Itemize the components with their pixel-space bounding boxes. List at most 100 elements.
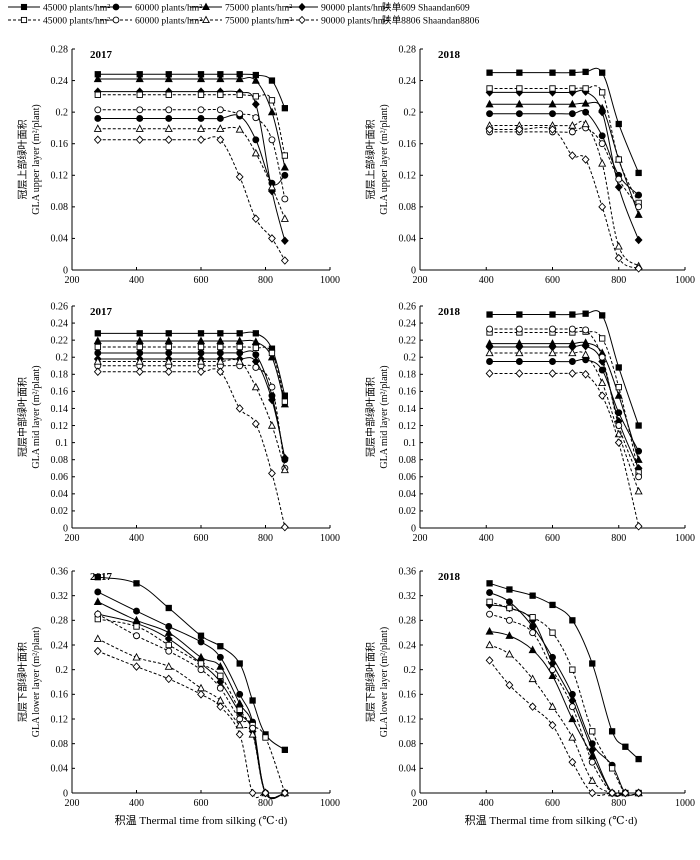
data-point	[281, 392, 288, 399]
x-tick-label: 600	[194, 275, 209, 286]
data-point	[235, 172, 244, 182]
y-tick-label: 0	[63, 523, 68, 534]
data-point	[197, 135, 205, 145]
data-point	[164, 124, 173, 132]
legend-entry: 45000 plants/hm²	[8, 16, 110, 27]
x-tick-label: 600	[545, 798, 560, 809]
data-point	[94, 343, 101, 351]
data-point	[568, 99, 577, 108]
data-point	[280, 788, 289, 798]
data-point	[132, 652, 141, 661]
data-point	[164, 357, 173, 365]
data-point	[236, 110, 244, 118]
x-axis-title-cn: 积温	[115, 814, 140, 827]
data-point	[589, 728, 596, 735]
y-tick-label: 0.16	[399, 690, 417, 701]
legend-label: 60000 plants/hm²	[135, 16, 202, 27]
data-point	[94, 588, 102, 596]
data-point	[569, 69, 576, 76]
data-point	[486, 110, 494, 118]
x-tick-label: 1000	[675, 798, 695, 809]
data-point	[262, 734, 269, 741]
data-point	[93, 124, 102, 132]
data-point	[216, 115, 224, 122]
x-tick-label: 200	[65, 798, 80, 809]
data-point	[486, 589, 494, 597]
data-point	[197, 660, 205, 667]
series-line	[489, 592, 639, 796]
data-point	[581, 370, 590, 379]
data-point	[216, 336, 225, 345]
x-tick-label: 1000	[320, 275, 340, 286]
data-point	[94, 115, 102, 122]
data-point	[164, 628, 173, 636]
data-point	[506, 586, 513, 593]
x-tick-label: 800	[611, 798, 626, 809]
y-axis-title-cn: 冠层上部绿叶面积	[364, 120, 377, 200]
y-tick-label: 0.36	[399, 566, 417, 577]
y-tick-label: 0.06	[399, 472, 417, 483]
data-point	[588, 776, 597, 784]
series-line	[489, 89, 640, 241]
data-point	[568, 110, 576, 118]
y-tick-label: 0.06	[51, 472, 69, 483]
y-axis-title-cn: 冠层中部绿叶面积	[16, 377, 29, 457]
series-line	[97, 601, 285, 799]
legend-marker	[202, 15, 210, 24]
legend-marker	[112, 16, 120, 24]
data-point	[486, 85, 493, 92]
y-tick-label: 0	[63, 265, 68, 276]
data-point	[581, 341, 590, 351]
data-point	[599, 335, 606, 342]
series-line	[489, 660, 639, 796]
data-point	[568, 348, 577, 357]
data-point	[615, 364, 622, 371]
y-tick-label: 0.24	[399, 318, 417, 329]
data-point	[548, 369, 557, 378]
y-tick-label: 0.16	[399, 387, 417, 398]
data-point	[622, 743, 629, 750]
data-point	[634, 522, 643, 531]
data-point	[252, 344, 259, 351]
data-series	[485, 369, 643, 531]
data-point	[549, 601, 556, 609]
chart-panel: 0 0.04 0.08 0.12 0.16 0.2 0.24 0.28 200 400 600 800…	[364, 44, 695, 286]
data-point	[485, 640, 494, 649]
data-point	[515, 348, 524, 357]
data-point	[515, 358, 523, 365]
data-point	[251, 382, 260, 391]
data-point	[486, 69, 493, 76]
data-point	[236, 660, 243, 667]
data-point	[197, 367, 205, 377]
legend-entry: 60000 plants/hm²	[100, 3, 202, 14]
data-point	[196, 336, 206, 345]
legend-marker	[298, 15, 306, 25]
data-point	[217, 330, 224, 337]
legend: 45000 plants/hm² 60000 plants/hm² 75000 pl…	[8, 2, 479, 27]
data-point	[93, 336, 102, 345]
data-point	[582, 108, 590, 116]
data-point	[236, 330, 243, 337]
data-point	[634, 235, 643, 245]
data-point	[568, 733, 577, 741]
y-tick-label: 0	[63, 788, 68, 799]
data-point	[268, 234, 276, 243]
data-point	[216, 135, 225, 145]
y-tick-label: 0.32	[399, 591, 417, 602]
y-tick-label: 0.08	[399, 739, 417, 750]
data-point	[598, 132, 606, 140]
series-line	[97, 618, 286, 794]
data-series	[94, 610, 289, 799]
data-point	[268, 136, 276, 144]
data-series	[93, 609, 289, 799]
series-line	[97, 613, 285, 799]
y-tick-label: 0.02	[51, 506, 69, 517]
data-point	[281, 398, 288, 405]
y-tick-label: 0.12	[399, 421, 417, 432]
y-tick-label: 0	[411, 265, 416, 276]
data-point	[136, 330, 143, 337]
x-tick-label: 400	[129, 275, 144, 286]
data-point	[235, 720, 244, 729]
data-point	[582, 326, 590, 334]
y-axis-title-en: GLA lower layer (m²/plant)	[379, 627, 390, 737]
